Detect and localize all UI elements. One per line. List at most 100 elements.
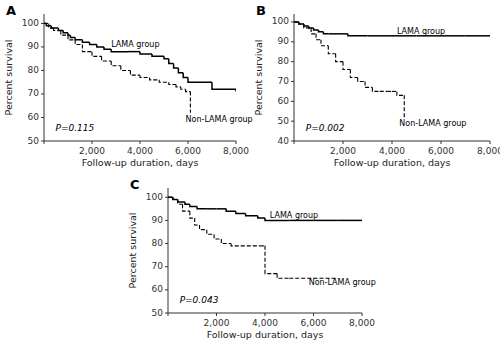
panel-label: A — [6, 3, 16, 18]
x-tick-label: 8,000 — [223, 146, 249, 156]
step-segment — [190, 204, 197, 206]
step-segment — [102, 56, 112, 61]
x-tick — [168, 313, 169, 316]
y-tick — [291, 121, 294, 122]
step-segment — [304, 24, 309, 26]
step-segment — [358, 78, 365, 82]
x-tick — [313, 313, 314, 316]
step-segment — [214, 234, 221, 239]
y-tick — [41, 46, 44, 47]
panel: 50607080901002,0004,0006,0008,000Follow-… — [3, 3, 253, 168]
step-segment — [260, 245, 265, 246]
x-tick-label: 8,000 — [477, 146, 500, 156]
step-segment — [173, 197, 178, 199]
y-tick-label: 50 — [278, 116, 290, 126]
step-segment — [178, 200, 183, 205]
series — [168, 197, 338, 278]
x-tick — [92, 141, 93, 144]
y-tick-label: 70 — [278, 76, 290, 86]
step-segment — [338, 220, 362, 222]
x-tick-label: 6,000 — [428, 146, 454, 156]
step-segment — [152, 54, 164, 56]
y-tick-label: 80 — [152, 238, 164, 248]
x-tick-label: 6,000 — [301, 318, 327, 328]
step-segment — [294, 21, 299, 22]
panel: 4050607080901002,0004,0006,0008,000Follo… — [253, 3, 500, 168]
step-segment — [246, 213, 258, 215]
step-segment — [404, 95, 405, 119]
step-segment — [178, 200, 185, 202]
step-segment — [82, 45, 92, 52]
step-segment — [49, 23, 54, 28]
step-segment — [169, 59, 174, 64]
step-segment — [323, 32, 328, 34]
y-tick — [291, 21, 294, 22]
step-segment — [336, 54, 343, 62]
step-segment — [63, 30, 68, 32]
step-segment — [97, 45, 104, 47]
y-tick — [165, 220, 168, 221]
group-label: LAMA group — [397, 27, 445, 36]
plot-area — [168, 197, 362, 278]
step-segment — [316, 34, 321, 40]
y-tick-label: 50 — [152, 308, 164, 318]
step-segment — [44, 23, 49, 24]
y-axis-line — [44, 14, 45, 141]
y-tick — [165, 266, 168, 267]
step-segment — [236, 211, 246, 213]
y-tick — [291, 81, 294, 82]
step-segment — [75, 38, 82, 40]
x-tick — [362, 313, 363, 316]
y-axis-label: Percent survival — [3, 40, 14, 116]
x-tick — [294, 141, 295, 144]
x-tick-label: 4,000 — [127, 146, 153, 156]
figure: 50607080901002,0004,0006,0008,000Follow-… — [0, 0, 500, 342]
step-segment — [212, 82, 236, 89]
group-label: LAMA group — [270, 211, 318, 220]
step-segment — [265, 246, 277, 274]
step-segment — [217, 208, 227, 210]
y-tick — [291, 61, 294, 62]
step-segment — [380, 91, 387, 92]
y-tick — [291, 101, 294, 102]
x-axis-label: Follow-up duration, days — [207, 329, 324, 340]
step-segment — [181, 87, 186, 89]
step-segment — [343, 62, 350, 70]
step-segment — [128, 51, 140, 53]
y-axis-line — [294, 14, 295, 141]
step-segment — [207, 208, 217, 210]
step-segment — [176, 85, 181, 87]
step-segment — [253, 245, 260, 246]
x-tick — [343, 141, 344, 144]
y-tick-label: 60 — [152, 284, 164, 294]
series — [44, 23, 190, 112]
step-segment — [111, 49, 128, 51]
y-tick-label: 60 — [278, 96, 290, 106]
step-segment — [168, 197, 173, 198]
step-segment — [150, 78, 160, 80]
x-tick — [490, 141, 491, 144]
step-segment — [90, 42, 97, 44]
step-segment — [54, 28, 61, 30]
step-segment — [164, 56, 169, 58]
y-tick-label: 70 — [28, 88, 40, 98]
step-segment — [70, 35, 75, 37]
panel: 50607080901002,0004,0006,0008,000Follow-… — [127, 177, 376, 340]
p-value: P=0.002 — [306, 123, 345, 133]
y-tick-label: 90 — [278, 36, 290, 46]
y-tick — [165, 197, 168, 198]
group-label: LAMA group — [111, 40, 159, 49]
step-segment — [68, 33, 70, 35]
x-axis-label: Follow-up duration, days — [334, 157, 451, 168]
y-tick — [41, 70, 44, 71]
y-axis-label: Percent survival — [127, 213, 138, 289]
x-tick-label: 2,000 — [79, 146, 105, 156]
y-tick-label: 90 — [152, 215, 164, 225]
x-tick-label: 4,000 — [252, 318, 278, 328]
x-tick-label: 2,000 — [204, 318, 230, 328]
step-segment — [140, 75, 150, 77]
step-segment — [195, 218, 200, 225]
step-segment — [466, 35, 491, 37]
p-value: P=0.115 — [56, 123, 95, 133]
step-segment — [130, 70, 140, 75]
